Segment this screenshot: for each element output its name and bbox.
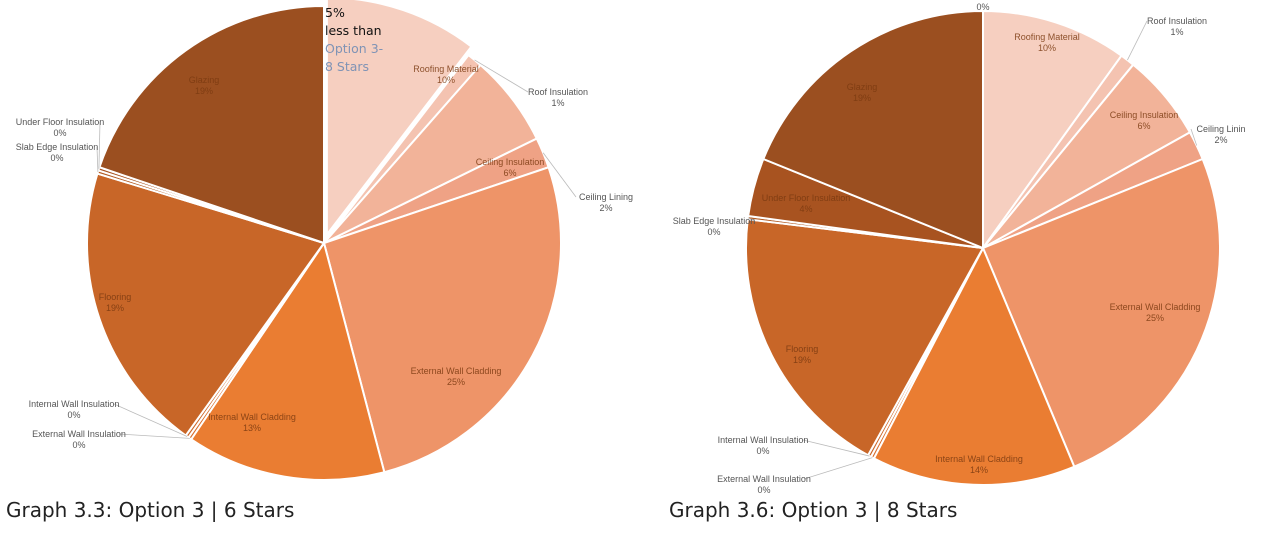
slice-name-label: Under Floor Insulation <box>16 117 105 127</box>
slice-percent-label: 1% <box>551 98 564 108</box>
slice-name-label: Internal Wall Cladding <box>935 454 1023 464</box>
slice-name-label: Under Floor Insulation <box>762 193 851 203</box>
slice-name-label: Internal Wall Insulation <box>29 399 120 409</box>
slice-name-label: Roof Insulation <box>528 87 588 97</box>
pie-slice-glazing <box>762 9 984 250</box>
pie-slice-flooring <box>86 172 326 437</box>
slice-percent-label: 2% <box>1214 135 1227 145</box>
slice-name-label: Ceiling Insulation <box>476 157 545 167</box>
slice-percent-label: 6% <box>503 168 516 178</box>
pie-slice-flooring <box>745 218 985 457</box>
annotation-line: 8 Stars <box>325 59 370 74</box>
slice-percent-label: 0% <box>67 410 80 420</box>
chart-caption: Graph 3.6: Option 3 | 8 Stars <box>669 498 958 522</box>
slice-name-label: Ceiling Insulation <box>1110 110 1179 120</box>
slice-name-label: Slab Edge Insulation <box>16 142 99 152</box>
slice-percent-label: 0% <box>53 128 66 138</box>
slice-percent-label: 0% <box>756 446 769 456</box>
slice-name-label: Roof Insulation <box>1147 16 1207 26</box>
leader-line <box>1190 128 1198 146</box>
pie-slice-roofing-material <box>982 9 1123 252</box>
slice-percent-label: 0% <box>757 485 770 495</box>
slice-percent-label: 0% <box>72 440 85 450</box>
leader-line <box>96 146 99 172</box>
slice-name-label: Roofing Material <box>413 64 479 74</box>
leader-line <box>118 433 190 439</box>
leader-line <box>802 439 870 457</box>
pie-chart-option3-8-stars: 0% Roofing Material 10% Roof Insulation 1% C… <box>640 0 1263 545</box>
leader-line <box>98 121 101 169</box>
slice-percent-label: 19% <box>793 355 811 365</box>
leader-line <box>474 59 529 93</box>
slice-percent-label: 14% <box>970 465 988 475</box>
pie-slices <box>745 9 1221 486</box>
slice-percent-label: 1% <box>1170 27 1183 37</box>
pie-chart-option3-6-stars: Roofing Material 10% Roof Insulation 1% Ceil… <box>6 0 633 522</box>
slice-percent-label: 4% <box>799 204 812 214</box>
slice-percent-label: 19% <box>106 303 124 313</box>
leader-line <box>542 152 577 198</box>
pie-slice-roofing-material <box>325 0 473 238</box>
chart-caption: Graph 3.3: Option 3 | 6 Stars <box>6 498 295 522</box>
leader-line <box>803 457 873 480</box>
slice-percent-label: 10% <box>437 75 455 85</box>
top-slice-label: 0% <box>976 2 989 12</box>
pie-slice-internal-wall-cladding <box>189 240 386 481</box>
leader-line <box>1127 20 1148 61</box>
slice-percent-label: 10% <box>1038 43 1056 53</box>
slice-name-label: Glazing <box>189 75 220 85</box>
leader-line <box>747 217 755 222</box>
annotation-line: 5% <box>325 5 345 20</box>
leader-line <box>113 403 188 437</box>
slice-name-label: External Wall Insulation <box>717 474 811 484</box>
slice-percent-label: 25% <box>1146 313 1164 323</box>
slice-name-label: Flooring <box>99 292 132 302</box>
slice-percent-label: 25% <box>447 377 465 387</box>
slice-percent-label: 6% <box>1137 121 1150 131</box>
slice-name-label: Slab Edge Insulation <box>673 216 756 226</box>
slice-name-label: External Wall Cladding <box>1110 302 1201 312</box>
slice-percent-label: 0% <box>50 153 63 163</box>
annotation-line: less than <box>325 23 382 38</box>
pie-slice-glazing <box>98 4 325 245</box>
slice-percent-label: 19% <box>853 93 871 103</box>
slice-name-label: Ceiling Linin <box>1196 124 1245 134</box>
pie-slice-internal-wall-cladding <box>872 245 1076 486</box>
slice-percent-label: 19% <box>195 86 213 96</box>
slice-name-label: External Wall Insulation <box>32 429 126 439</box>
slice-name-label: Flooring <box>786 344 819 354</box>
pie-slice-external-wall-cladding <box>322 165 562 474</box>
annotation-line: Option 3- <box>325 41 384 56</box>
slice-name-label: Internal Wall Insulation <box>718 435 809 445</box>
comparison-annotation: 5% less than Option 3- 8 Stars <box>325 4 383 76</box>
slice-name-label: Ceiling Lining <box>579 192 633 202</box>
slice-name-label: External Wall Cladding <box>411 366 502 376</box>
slice-percent-label: 2% <box>599 203 612 213</box>
pie-slices <box>86 0 562 481</box>
slice-name-label: Roofing Material <box>1014 32 1080 42</box>
slice-name-label: Internal Wall Cladding <box>208 412 296 422</box>
slice-percent-label: 0% <box>707 227 720 237</box>
slice-percent-label: 13% <box>243 423 261 433</box>
slice-name-label: Glazing <box>847 82 878 92</box>
